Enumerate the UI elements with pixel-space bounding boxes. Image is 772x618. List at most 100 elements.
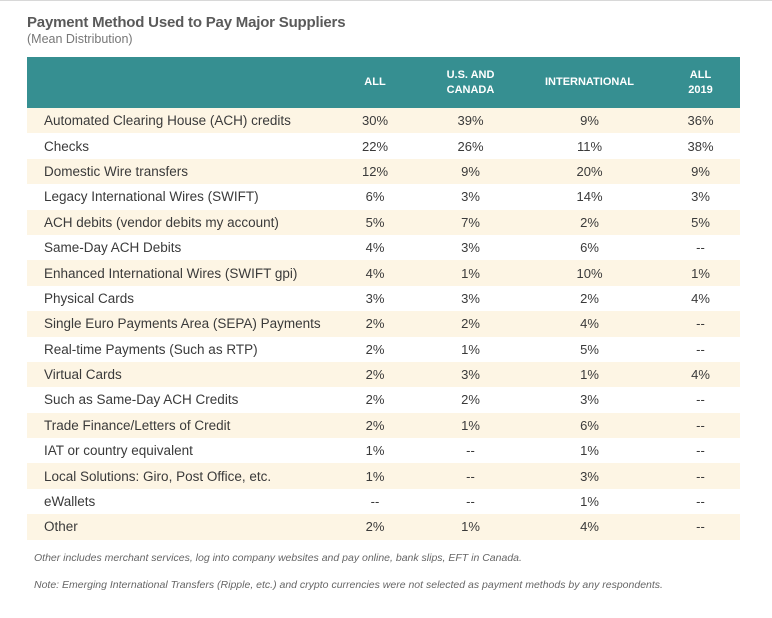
cell-all: 2% [365, 316, 385, 332]
header-all-2019-line1: ALL [689, 68, 712, 81]
cell-all-2019: -- [696, 417, 705, 433]
row-label: eWallets [44, 494, 96, 510]
row-label: Other [44, 519, 78, 535]
row-label: Virtual Cards [44, 367, 122, 383]
cell-all-2019: -- [696, 316, 705, 332]
cell-international: 14% [576, 189, 603, 205]
table-row: Legacy International Wires (SWIFT) 6% 3% 14… [27, 184, 740, 209]
row-label: Same-Day ACH Debits [44, 240, 182, 256]
table-row: Automated Clearing House (ACH) credits 30… [27, 108, 740, 134]
row-label: Legacy International Wires (SWIFT) [44, 189, 259, 205]
table-row: Same-Day ACH Debits 4% 3% 6% -- [27, 235, 740, 260]
header-row: ALL U.S. AND CANADA INTERNATIONAL ALL 201… [27, 57, 740, 108]
header-label [27, 57, 327, 108]
cell-all-2019: -- [696, 519, 705, 535]
cell-all-2019: -- [696, 392, 705, 408]
cell-all-2019: -- [696, 443, 705, 459]
cell-all-2019: 36% [687, 113, 714, 129]
cell-all: 2% [365, 341, 385, 357]
cell-all: 22% [361, 138, 389, 154]
cell-us-canada: 1% [461, 341, 480, 357]
table-row: Physical Cards 3% 3% 2% 4% [27, 286, 740, 311]
table-row: Enhanced International Wires (SWIFT gpi)… [27, 260, 740, 286]
cell-us-canada: 2% [461, 392, 480, 408]
cell-international: 20% [576, 163, 603, 179]
cell-us-canada: 3% [461, 189, 480, 205]
cell-international: 3% [580, 468, 599, 484]
header-us-canada: U.S. AND CANADA [446, 68, 495, 96]
cell-us-canada: 1% [461, 265, 480, 281]
cell-all-2019: -- [696, 468, 705, 484]
cell-us-canada: 7% [461, 214, 480, 230]
table-row: Local Solutions: Giro, Post Office, etc.… [27, 463, 740, 489]
table-row: Such as Same-Day ACH Credits 2% 2% 3% -- [27, 387, 740, 412]
header-all-2019: ALL 2019 [661, 57, 740, 108]
cell-us-canada: 26% [457, 138, 484, 154]
row-label: Single Euro Payments Area (SEPA) Payment… [44, 316, 321, 332]
cell-all: 5% [365, 214, 385, 230]
cell-international: 11% [576, 138, 603, 154]
cell-us-canada: 3% [461, 367, 480, 383]
cell-all: 6% [365, 189, 385, 205]
cell-all: 30% [361, 113, 389, 129]
row-label: ACH debits (vendor debits my account) [44, 214, 279, 230]
cell-all-2019: -- [696, 240, 705, 256]
cell-us-canada: 39% [457, 113, 484, 129]
cell-international: 1% [580, 443, 599, 459]
cell-all: 4% [365, 265, 385, 281]
row-label: Real-time Payments (Such as RTP) [44, 341, 258, 357]
cell-all: -- [370, 494, 380, 510]
cell-all: 2% [365, 392, 385, 408]
cell-all-2019: -- [696, 341, 705, 357]
cell-all: 1% [365, 468, 385, 484]
cell-international: 6% [580, 240, 599, 256]
cell-us-canada: 3% [461, 240, 480, 256]
cell-all: 1% [365, 443, 385, 459]
row-label: IAT or country equivalent [44, 443, 193, 459]
cell-all-2019: 5% [691, 214, 710, 230]
cell-all: 3% [365, 290, 385, 306]
row-label: Trade Finance/Letters of Credit [44, 417, 231, 433]
table-row: ACH debits (vendor debits my account) 5% 7… [27, 209, 740, 235]
cell-international: 6% [580, 417, 599, 433]
cell-international: 5% [580, 341, 599, 357]
table-row: Trade Finance/Letters of Credit 2% 1% 6% -- [27, 412, 740, 439]
cell-all-2019: 9% [691, 163, 710, 179]
cell-all: 4% [365, 240, 385, 256]
cell-all-2019: 4% [691, 367, 710, 383]
table-row: Virtual Cards 2% 3% 1% 4% [27, 361, 740, 388]
table-row: Checks 22% 26% 11% 38% [27, 133, 740, 158]
cell-us-canada: -- [466, 494, 475, 510]
row-label: Such as Same-Day ACH Credits [44, 392, 239, 408]
row-label: Enhanced International Wires (SWIFT gpi) [44, 265, 298, 281]
table-subtitle: (Mean Distribution) [27, 32, 133, 46]
cell-all: 2% [365, 519, 385, 535]
top-divider [0, 0, 772, 1]
table-row: Real-time Payments (Such as RTP) 2% 1% 5% -- [27, 337, 740, 362]
table-row: Other 2% 1% 4% -- [27, 514, 740, 540]
table-row: eWallets -- -- 1% -- [27, 489, 740, 514]
cell-us-canada: 1% [461, 417, 480, 433]
cell-us-canada: -- [466, 468, 475, 484]
cell-international: 4% [580, 316, 599, 332]
row-label: Automated Clearing House (ACH) credits [44, 113, 291, 129]
row-label: Local Solutions: Giro, Post Office, etc. [44, 468, 272, 484]
cell-international: 2% [580, 214, 599, 230]
cell-international: 1% [580, 494, 599, 510]
cell-all-2019: 38% [687, 138, 714, 154]
cell-all-2019: 1% [691, 265, 710, 281]
cell-international: 9% [580, 113, 599, 129]
cell-international: 10% [576, 265, 603, 281]
table-row: IAT or country equivalent 1% -- 1% -- [27, 438, 740, 463]
table-row: Domestic Wire transfers 12% 9% 20% 9% [27, 158, 740, 185]
table-title: Payment Method Used to Pay Major Supplie… [27, 14, 346, 31]
cell-international: 1% [580, 367, 599, 383]
cell-all-2019: 3% [691, 189, 710, 205]
cell-us-canada: 9% [461, 163, 480, 179]
header-international: INTERNATIONAL [544, 76, 634, 88]
row-label: Physical Cards [44, 290, 135, 306]
cell-us-canada: 2% [461, 316, 480, 332]
payment-method-table: ALL U.S. AND CANADA INTERNATIONAL ALL 201… [27, 57, 740, 540]
header-all-2019-line2: 2019 [688, 83, 713, 96]
cell-international: 4% [580, 519, 599, 535]
